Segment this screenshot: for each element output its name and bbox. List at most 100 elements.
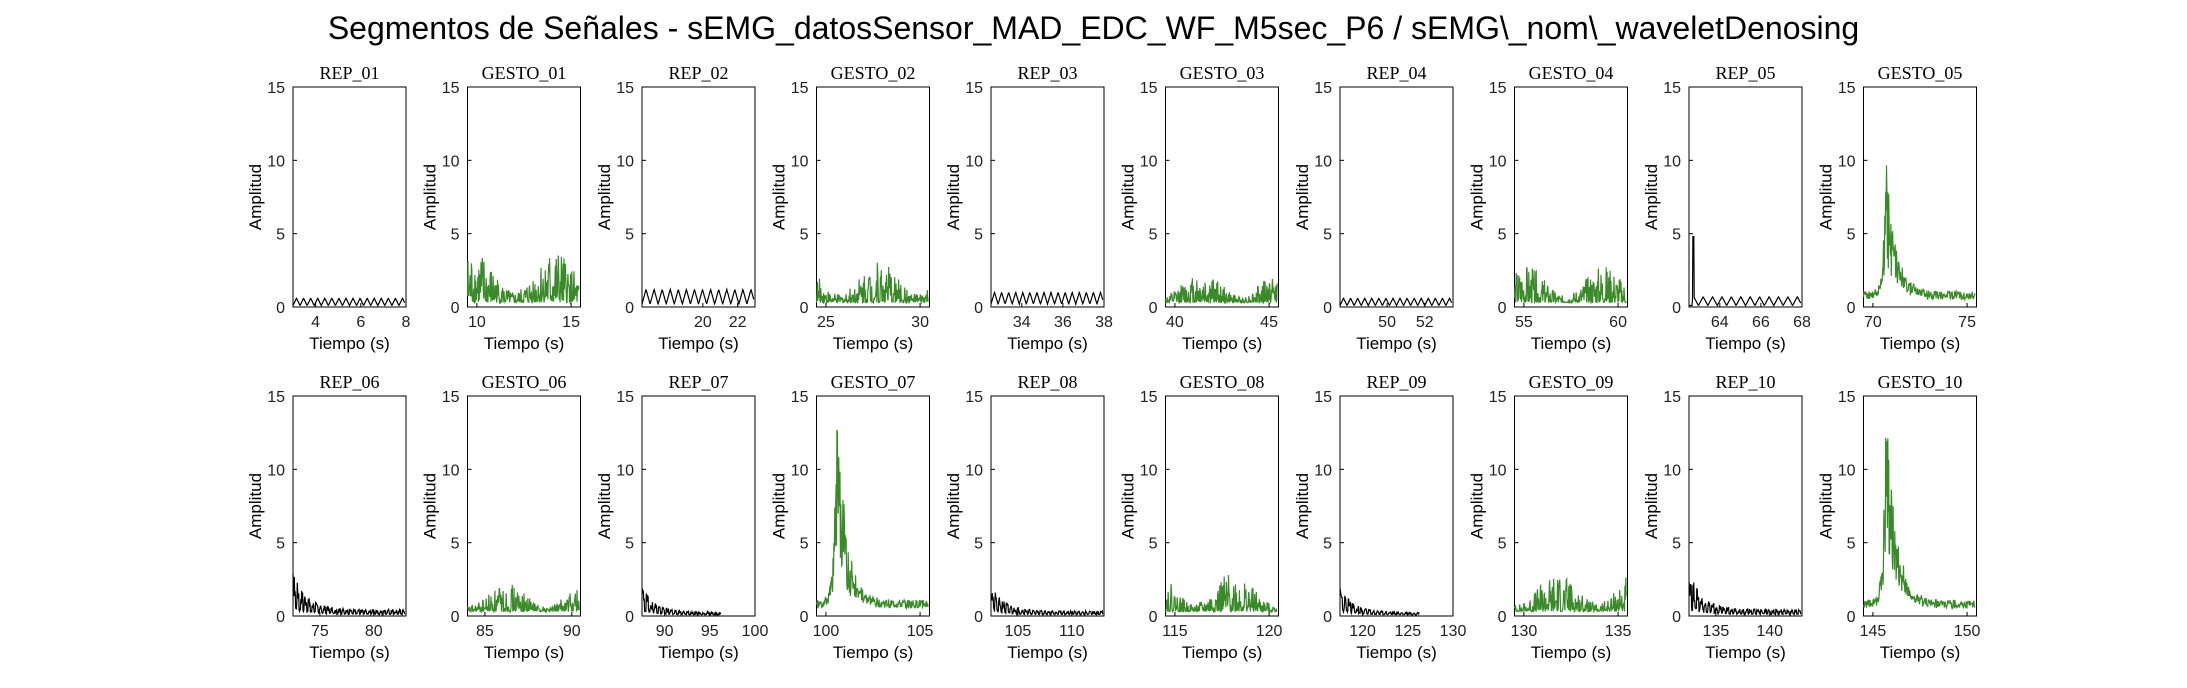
chart-11-xlabel: Tiempo (s): [484, 643, 565, 662]
chart-12-xtick-label: 100: [742, 623, 769, 640]
chart-12-axes-box: [641, 395, 756, 617]
chart-14-ytick-label: 15: [965, 389, 983, 406]
chart-16-xlabel: Tiempo (s): [1356, 643, 1437, 662]
chart-01-xlabel: Tiempo (s): [484, 334, 565, 353]
chart-12-ytick-label: 5: [625, 536, 634, 553]
chart-11-ytick-label: 5: [451, 536, 460, 553]
chart-07-signal-line: [1513, 266, 1627, 305]
chart-08-ytick-label: 15: [1663, 80, 1681, 97]
chart-07-xlabel: Tiempo (s): [1531, 334, 1612, 353]
chart-19-ytick-label: 15: [1838, 389, 1856, 406]
chart-14-ytick-label: 0: [974, 609, 983, 626]
chart-10-ylabel: Amplitud: [246, 473, 265, 539]
chart-18-signal-line: [1688, 581, 1802, 617]
chart-09-ytick-label: 5: [1847, 227, 1856, 244]
chart-06-axes-box: [1339, 86, 1454, 308]
chart-10-xtick-label: 80: [365, 623, 383, 640]
chart-06-ytick-label: 15: [1314, 80, 1332, 97]
chart-04-ytick-label: 15: [965, 80, 983, 97]
chart-05-xtick-label: 45: [1260, 314, 1278, 331]
chart-14-ytick-label: 5: [974, 536, 983, 553]
chart-04-xlabel: Tiempo (s): [1007, 334, 1088, 353]
chart-15-ytick-label: 15: [1140, 389, 1158, 406]
chart-16-xtick-label: 120: [1349, 623, 1376, 640]
chart-09-xtick-label: 75: [1958, 314, 1976, 331]
chart-07-xtick-label: 55: [1515, 314, 1533, 331]
chart-15-xtick-label: 115: [1162, 623, 1188, 640]
chart-13-xtick-label: 105: [907, 623, 934, 640]
chart-12-xtick-label: 95: [701, 623, 719, 640]
chart-03-axes-box: [816, 86, 930, 308]
chart-00-xtick-label: 6: [356, 314, 365, 331]
chart-13-ytick-label: 10: [791, 462, 809, 479]
chart-08-xtick-label: 68: [1793, 314, 1811, 331]
chart-10-xtick-label: 75: [311, 623, 329, 640]
chart-15-ytick-label: 0: [1149, 609, 1158, 626]
chart-10-signal-line: [292, 573, 406, 617]
chart-14-xlabel: Tiempo (s): [1007, 643, 1088, 662]
chart-03-xlabel: Tiempo (s): [833, 334, 914, 353]
chart-18-ylabel: Amplitud: [1642, 473, 1661, 539]
chart-07-xtick-label: 60: [1609, 314, 1627, 331]
chart-14-ytick-label: 10: [965, 462, 983, 479]
chart-17-ytick-label: 15: [1489, 389, 1507, 406]
chart-03-ylabel: Amplitud: [770, 164, 789, 230]
chart-04-xtick-label: 36: [1054, 314, 1072, 331]
chart-13-axes-box: [816, 395, 930, 617]
chart-04-ytick-label: 10: [965, 153, 983, 170]
chart-16-ytick-label: 15: [1314, 389, 1332, 406]
chart-03-xtick-label: 30: [911, 314, 929, 331]
chart-14-axes-box: [990, 395, 1105, 617]
chart-09-xlabel: Tiempo (s): [1880, 334, 1961, 353]
chart-12-ylabel: Amplitud: [595, 473, 614, 539]
chart-17-ytick-label: 10: [1489, 462, 1507, 479]
chart-10-ytick-label: 15: [267, 389, 285, 406]
chart-09-axes-box: [1863, 86, 1977, 308]
chart-10-ytick-label: 10: [267, 462, 285, 479]
chart-11-ylabel: Amplitud: [421, 473, 440, 539]
chart-04-xtick-label: 38: [1095, 314, 1113, 331]
chart-09-ytick-label: 15: [1838, 80, 1856, 97]
chart-19-ytick-label: 10: [1838, 462, 1856, 479]
chart-15-signal-line: [1165, 574, 1278, 614]
chart-02-xtick-label: 22: [729, 314, 747, 331]
chart-08-ytick-label: 10: [1663, 153, 1681, 170]
chart-03-ytick-label: 10: [791, 153, 809, 170]
chart-01-ytick-label: 15: [442, 80, 460, 97]
chart-01-ytick-label: 0: [451, 300, 460, 317]
figure-title: Segmentos de Señales - sEMG_datosSensor_…: [327, 10, 1860, 46]
chart-19-ytick-label: 5: [1847, 536, 1856, 553]
chart-11-xtick-label: 90: [563, 623, 581, 640]
chart-15-title: GESTO_08: [1180, 372, 1265, 392]
chart-03-ytick-label: 0: [800, 300, 809, 317]
chart-09-ytick-label: 10: [1838, 153, 1856, 170]
chart-00-ytick-label: 15: [267, 80, 285, 97]
chart-04-title: REP_03: [1017, 63, 1077, 83]
chart-07-ytick-label: 10: [1489, 153, 1507, 170]
chart-05-ylabel: Amplitud: [1119, 164, 1138, 230]
chart-00-ylabel: Amplitud: [246, 164, 265, 230]
chart-15-xlabel: Tiempo (s): [1182, 643, 1263, 662]
chart-16-ytick-label: 0: [1323, 609, 1332, 626]
chart-08-ytick-label: 0: [1672, 300, 1681, 317]
chart-17-ytick-label: 0: [1498, 609, 1507, 626]
chart-03-ytick-label: 15: [791, 80, 809, 97]
chart-11-ytick-label: 15: [442, 389, 460, 406]
chart-15-ylabel: Amplitud: [1119, 473, 1138, 539]
chart-17-xtick-label: 130: [1511, 623, 1538, 640]
chart-00-ytick-label: 0: [276, 300, 285, 317]
chart-05-ytick-label: 5: [1149, 227, 1158, 244]
chart-13-ytick-label: 15: [791, 389, 809, 406]
chart-13-xtick-label: 100: [813, 623, 840, 640]
chart-05-xlabel: Tiempo (s): [1182, 334, 1263, 353]
chart-12-title: REP_07: [668, 372, 728, 392]
chart-08-axes-box: [1688, 86, 1803, 308]
chart-10-ytick-label: 5: [276, 536, 285, 553]
chart-18-ytick-label: 15: [1663, 389, 1681, 406]
chart-05-xtick-label: 40: [1166, 314, 1184, 331]
chart-03-title: GESTO_02: [831, 63, 916, 83]
chart-07-ytick-label: 5: [1498, 227, 1507, 244]
chart-07-axes-box: [1514, 86, 1628, 308]
chart-15-xtick-label: 120: [1256, 623, 1283, 640]
chart-08-signal-line: [1689, 236, 1802, 307]
